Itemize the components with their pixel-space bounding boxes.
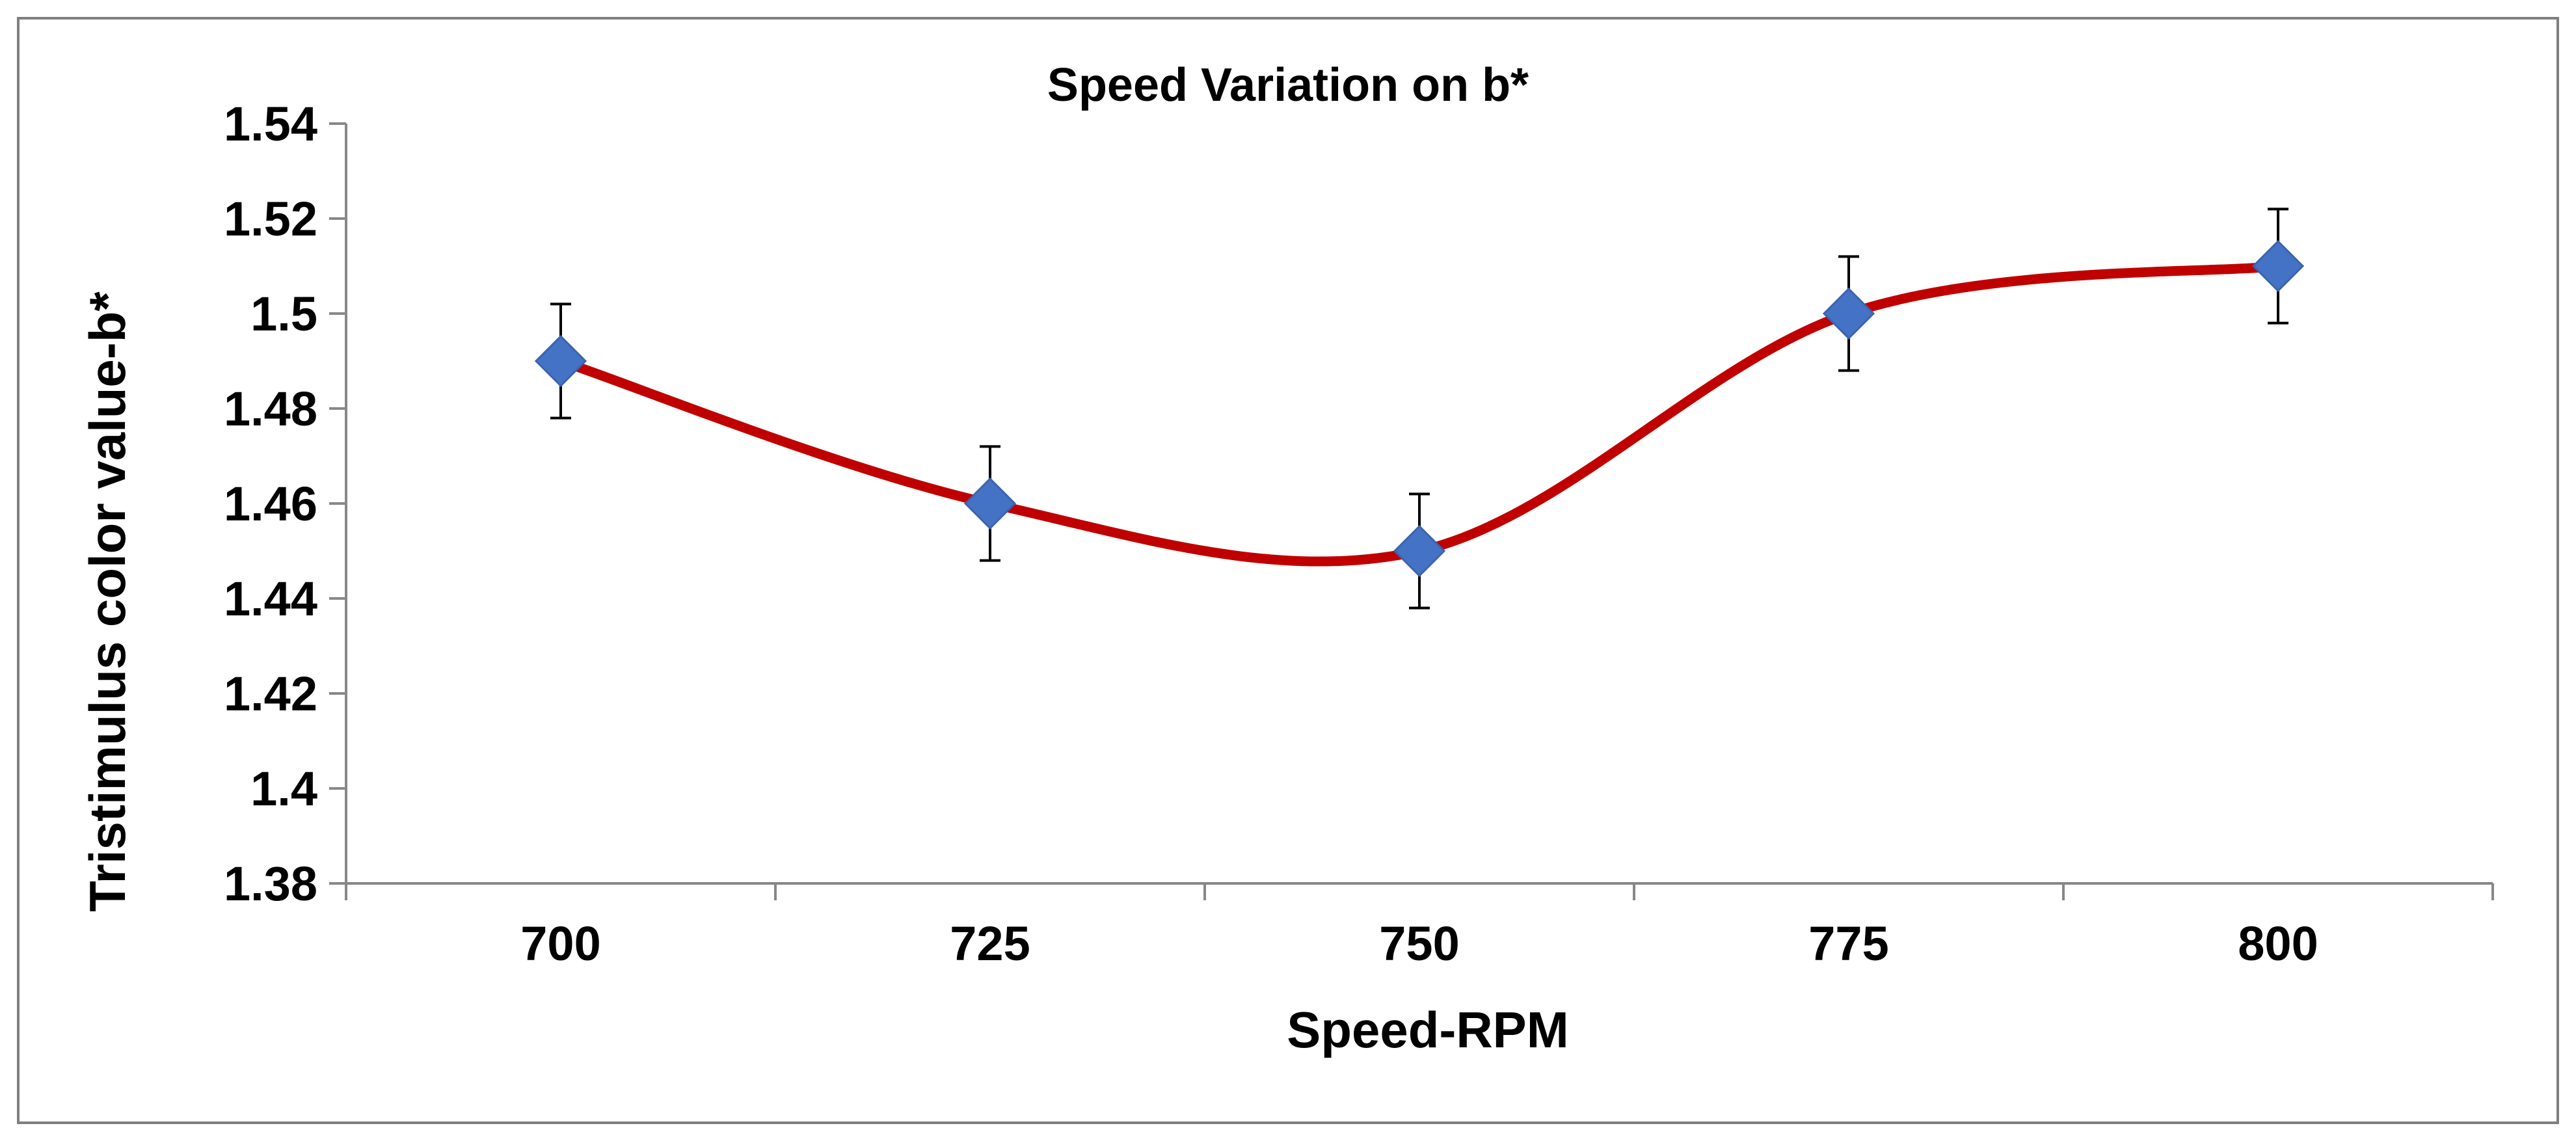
y-tick-label: 1.4 — [250, 762, 317, 816]
x-axis-ticks: 700 725 750 775 800 — [345, 883, 2494, 971]
y-tick-label: 1.38 — [224, 857, 317, 911]
chart-frame — [17, 17, 2559, 1124]
y-tick-label: 1.44 — [224, 572, 317, 626]
x-axis-label: Speed-RPM — [1287, 1001, 1568, 1058]
data-point — [534, 334, 587, 388]
y-tick-label: 1.46 — [224, 477, 317, 531]
data-point — [1822, 287, 1875, 340]
y-tick-label: 1.54 — [224, 97, 317, 151]
x-tick-label: 725 — [950, 917, 1030, 971]
x-tick-label: 700 — [520, 917, 600, 971]
y-tick-label: 1.52 — [224, 192, 317, 246]
y-tick-label: 1.48 — [224, 382, 317, 436]
data-point — [2251, 239, 2305, 293]
series — [534, 208, 2305, 610]
y-axis-label: Tristimulus color value-b* — [79, 291, 136, 912]
y-tick-label: 1.42 — [224, 667, 317, 721]
chart-title: Speed Variation on b* — [1047, 59, 1529, 111]
x-tick-label: 800 — [2238, 917, 2318, 971]
x-tick-label: 750 — [1379, 917, 1459, 971]
x-tick-label: 775 — [1808, 917, 1888, 971]
data-point — [963, 477, 1017, 530]
y-axis-ticks: 1.38 1.4 1.42 1.44 1.46 1.48 1.5 1.52 1.54 — [224, 97, 346, 911]
data-point — [1393, 524, 1446, 578]
y-tick-label: 1.5 — [250, 287, 317, 341]
